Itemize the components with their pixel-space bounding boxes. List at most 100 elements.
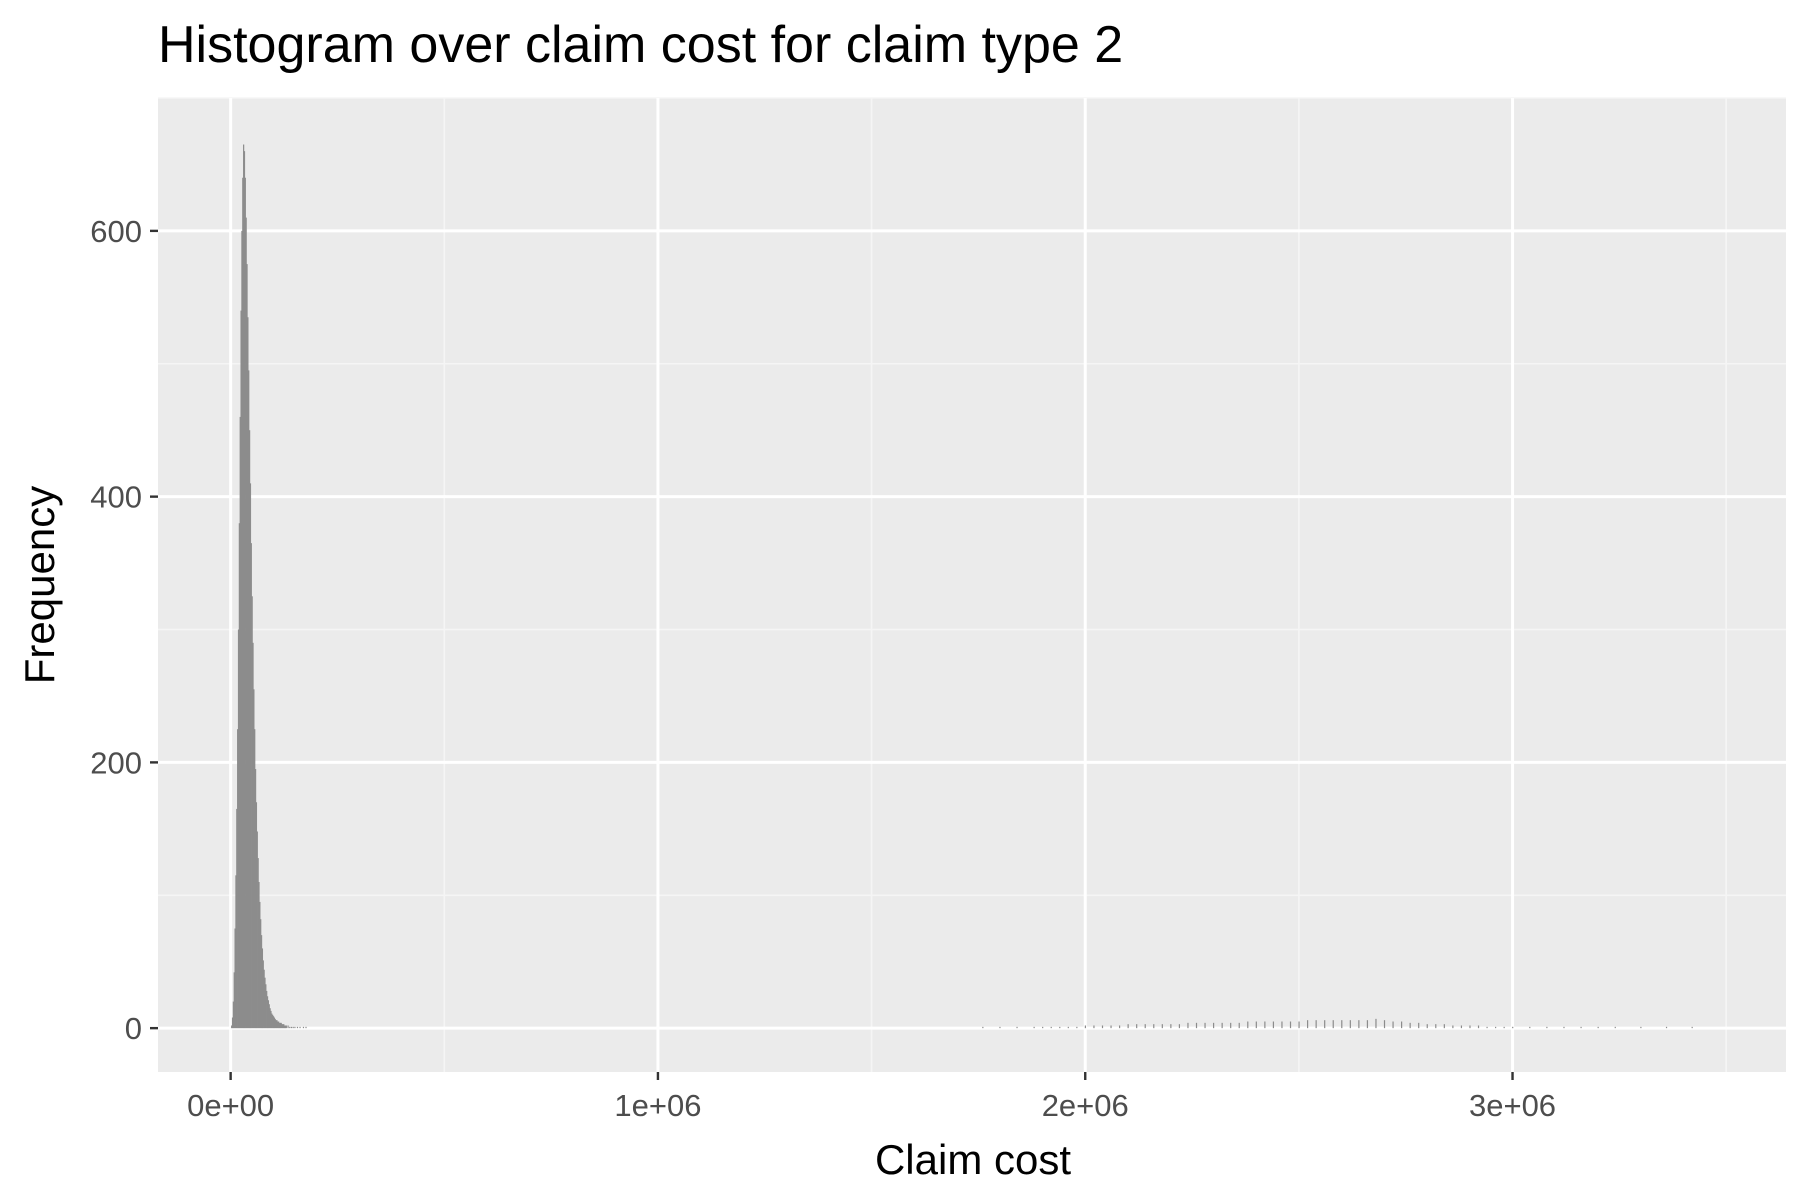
histogram-bar	[278, 1022, 281, 1029]
histogram-bar	[1264, 1021, 1266, 1029]
histogram-bar	[1178, 1024, 1181, 1029]
histogram-bar	[1375, 1018, 1377, 1029]
histogram-bar	[279, 1022, 281, 1029]
histogram-bar	[1469, 1025, 1471, 1029]
histogram-bar	[289, 1026, 291, 1029]
histogram-bar	[1426, 1024, 1428, 1029]
histogram-bar	[1452, 1025, 1454, 1029]
histogram-bar	[285, 1025, 287, 1029]
histogram-bar	[1230, 1022, 1232, 1029]
histogram-bar	[239, 416, 241, 1029]
y-axis: 0 200 400 600	[90, 214, 158, 1046]
histogram-bar	[292, 1026, 294, 1029]
histogram-bar	[1341, 1020, 1343, 1029]
histogram-bar	[1418, 1022, 1420, 1029]
histogram-bar	[1076, 1026, 1078, 1029]
histogram-bar	[276, 1020, 278, 1029]
plot-panel	[158, 98, 1786, 1072]
histogram-bar	[284, 1025, 287, 1029]
histogram-bar	[280, 1022, 282, 1029]
histogram-bar	[1161, 1024, 1163, 1029]
histogram-bar	[266, 996, 269, 1029]
histogram-bar	[263, 969, 265, 1029]
histogram-bar	[234, 928, 236, 1029]
histogram-bar	[244, 177, 246, 1029]
histogram-bars	[231, 144, 1693, 1029]
histogram-bar	[1324, 1020, 1326, 1029]
histogram-bar	[246, 264, 248, 1029]
histogram-bar	[1546, 1026, 1548, 1029]
histogram-bar	[287, 1025, 289, 1029]
histogram-bar	[1067, 1026, 1069, 1029]
histogram-bar	[1247, 1021, 1249, 1029]
x-tick-label: 1e+06	[614, 1088, 701, 1123]
histogram-bar	[1204, 1022, 1206, 1029]
histogram-bar	[1563, 1026, 1565, 1029]
histogram-bar	[274, 1018, 276, 1029]
y-tick-label: 600	[90, 214, 142, 249]
histogram-bar	[251, 596, 253, 1029]
histogram-bar	[266, 990, 268, 1029]
histogram-bar	[1255, 1021, 1257, 1029]
histogram-bar	[271, 1013, 273, 1029]
histogram-bar	[305, 1026, 307, 1029]
histogram-bar	[1383, 1020, 1386, 1029]
histogram-bar	[296, 1026, 299, 1029]
histogram-bar	[1118, 1025, 1121, 1029]
histogram-bar	[260, 935, 263, 1029]
histogram-bar	[281, 1024, 283, 1029]
histogram-bar	[267, 1000, 270, 1029]
histogram-bar	[231, 1025, 233, 1029]
histogram-bar	[1016, 1026, 1018, 1029]
histogram-bar	[1477, 1025, 1480, 1029]
histogram-bar	[249, 483, 252, 1029]
histogram-bar	[237, 729, 239, 1029]
histogram-bar	[264, 977, 266, 1029]
histogram-bar	[262, 960, 264, 1029]
histogram-bar	[1144, 1024, 1146, 1029]
x-tick-label: 2e+06	[1042, 1088, 1129, 1123]
x-tick-label: 0e+00	[187, 1088, 274, 1123]
histogram-bar	[1050, 1026, 1052, 1029]
histogram-bar	[1195, 1022, 1198, 1029]
histogram-bar	[1358, 1020, 1360, 1029]
histogram-bar	[302, 1026, 305, 1029]
histogram-bar	[1033, 1026, 1035, 1029]
x-axis-title: Claim cost	[875, 1136, 1071, 1183]
histogram-bar	[1110, 1025, 1112, 1029]
histogram-bar	[241, 230, 243, 1029]
histogram-bar	[1486, 1026, 1488, 1029]
histogram-bar	[255, 802, 258, 1029]
histogram-bar	[250, 543, 252, 1029]
y-tick-label: 200	[90, 745, 142, 780]
histogram-bar	[1460, 1025, 1463, 1029]
histogram-bar	[1409, 1022, 1411, 1029]
histogram-bar	[249, 430, 251, 1029]
histogram-bar	[1272, 1021, 1275, 1029]
histogram-bar	[252, 642, 254, 1029]
histogram-bar	[259, 901, 261, 1029]
histogram-bar	[1170, 1024, 1172, 1029]
histogram-bar	[1401, 1021, 1403, 1029]
histogram-bar	[238, 523, 240, 1029]
histogram-bar	[257, 858, 259, 1029]
y-tick-label: 0	[125, 1011, 142, 1046]
histogram-bar	[277, 1021, 279, 1029]
histogram-bar	[1084, 1025, 1087, 1029]
x-tick-label: 3e+06	[1469, 1088, 1556, 1123]
histogram-bar	[248, 370, 250, 1029]
histogram-bar	[1212, 1022, 1215, 1029]
histogram-bar	[999, 1026, 1001, 1029]
histogram-bar	[1366, 1020, 1369, 1029]
histogram-bar	[1597, 1026, 1599, 1029]
histogram-bar	[258, 881, 260, 1029]
histogram-bar	[278, 1021, 280, 1029]
histogram-bar	[1315, 1020, 1317, 1029]
major-gridlines	[158, 98, 1786, 1072]
histogram-bar	[1495, 1026, 1497, 1029]
histogram-bar	[260, 919, 262, 1029]
histogram-bar	[1307, 1020, 1309, 1029]
histogram-bar	[1136, 1024, 1138, 1029]
